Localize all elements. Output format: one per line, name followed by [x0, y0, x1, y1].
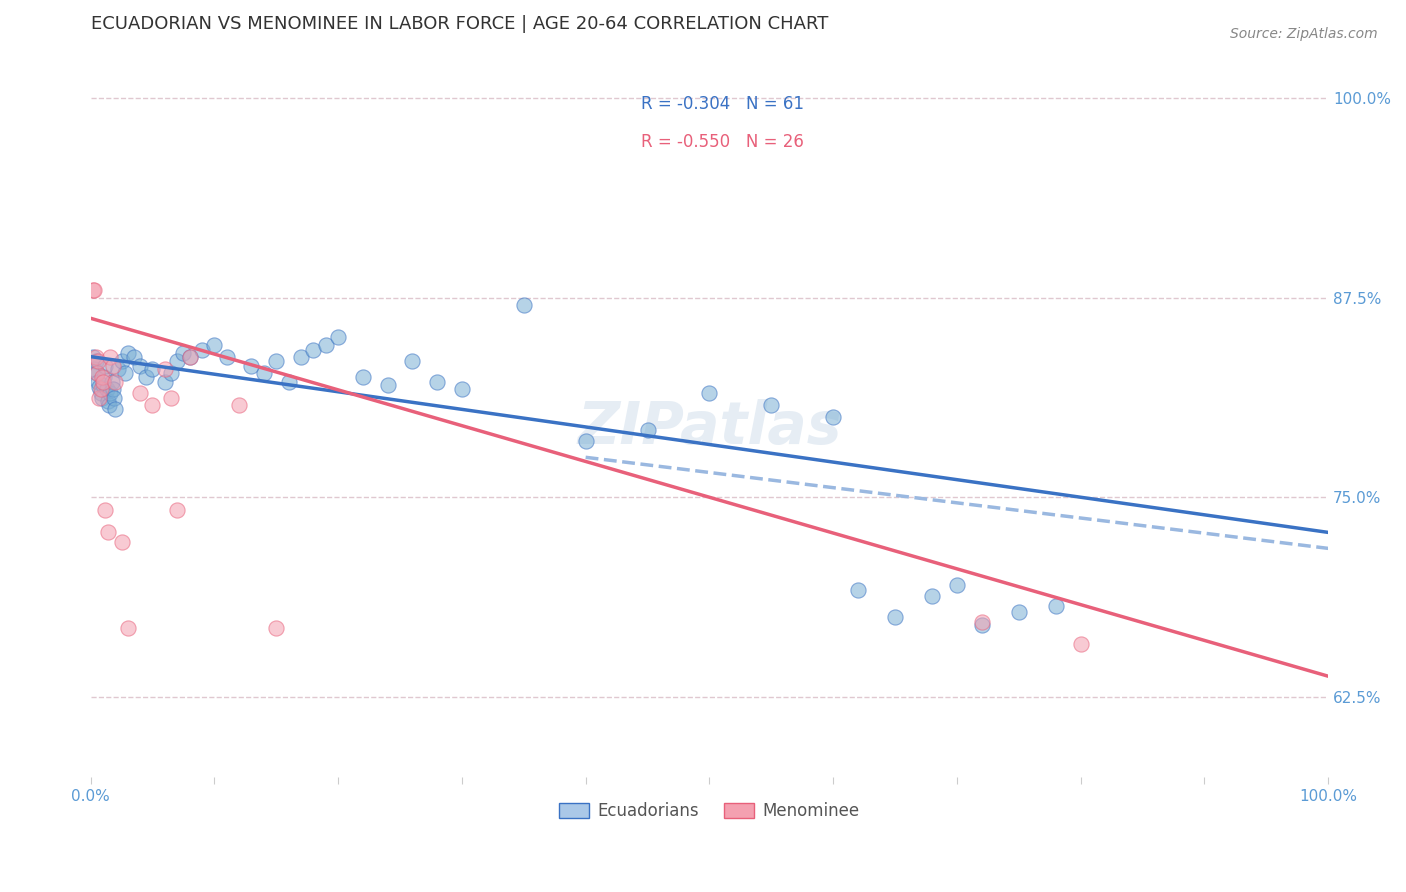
Point [846, 582, 869, 597]
Point [96, 382, 118, 396]
Point [290, 350, 312, 364]
Point [921, 590, 943, 604]
Point [89, 386, 111, 401]
Point [100, 375, 122, 389]
Point [129, 386, 152, 401]
Point [101, 382, 124, 396]
Point [884, 610, 907, 624]
Point [228, 398, 250, 412]
Point [946, 578, 969, 592]
Point [100, 386, 122, 401]
Point [575, 434, 598, 449]
Point [94, 359, 117, 374]
Point [117, 621, 139, 635]
Point [264, 354, 287, 368]
Point [240, 359, 263, 374]
Point [141, 362, 163, 376]
Text: R = -0.304   N = 61: R = -0.304 N = 61 [641, 95, 804, 113]
Point [103, 391, 125, 405]
Point [153, 375, 176, 389]
Point [83, 283, 105, 297]
Point [86, 366, 108, 380]
Point [172, 346, 194, 360]
Point [277, 375, 299, 389]
Point [377, 378, 399, 392]
Text: ECUADORIAN VS MENOMINEE IN LABOR FORCE | AGE 20-64 CORRELATION CHART: ECUADORIAN VS MENOMINEE IN LABOR FORCE |… [90, 15, 828, 33]
Point [302, 343, 325, 358]
Point [1045, 599, 1067, 613]
Point [166, 354, 188, 368]
Point [352, 370, 374, 384]
Legend: Ecuadorians, Menominee: Ecuadorians, Menominee [553, 796, 866, 827]
Point [117, 346, 139, 360]
Point [191, 343, 214, 358]
Point [82, 283, 104, 297]
Point [326, 330, 349, 344]
Point [761, 398, 783, 412]
Point [315, 338, 337, 352]
Point [91, 378, 114, 392]
Point [94, 503, 117, 517]
Point [215, 350, 238, 364]
Point [93, 370, 115, 384]
Point [970, 618, 993, 632]
Point [82, 350, 104, 364]
Point [89, 382, 111, 396]
Text: Source: ZipAtlas.com: Source: ZipAtlas.com [1230, 27, 1378, 41]
Point [114, 366, 136, 380]
Point [699, 386, 721, 401]
Point [166, 503, 188, 517]
Point [1008, 605, 1031, 619]
Point [84, 350, 107, 364]
Point [84, 354, 107, 368]
Point [160, 391, 183, 405]
Point [129, 359, 152, 374]
Point [401, 354, 423, 368]
Point [179, 350, 201, 364]
Point [100, 350, 122, 364]
Point [104, 375, 127, 389]
Point [122, 350, 145, 364]
Point [179, 350, 201, 364]
Text: R = -0.550   N = 26: R = -0.550 N = 26 [641, 133, 804, 151]
Point [426, 375, 449, 389]
Text: ZIPatlas: ZIPatlas [576, 400, 842, 457]
Point [823, 410, 845, 425]
Point [253, 366, 276, 380]
Point [104, 402, 127, 417]
Point [107, 362, 129, 376]
Point [87, 375, 110, 389]
Point [141, 398, 163, 412]
Point [83, 362, 105, 376]
Point [89, 391, 111, 405]
Point [110, 354, 132, 368]
Point [89, 380, 111, 394]
Point [264, 621, 287, 635]
Point [202, 338, 225, 352]
Point [97, 394, 120, 409]
Point [1070, 637, 1092, 651]
Point [90, 391, 112, 405]
Point [160, 366, 183, 380]
Point [110, 535, 132, 549]
Point [90, 370, 112, 384]
Point [101, 359, 124, 374]
Point [98, 398, 121, 412]
Point [970, 615, 993, 629]
Point [153, 362, 176, 376]
Point [135, 370, 157, 384]
Point [97, 525, 120, 540]
Point [637, 423, 659, 437]
Point [86, 366, 108, 380]
Point [513, 298, 536, 312]
Point [91, 375, 114, 389]
Point [87, 354, 110, 368]
Point [451, 382, 474, 396]
